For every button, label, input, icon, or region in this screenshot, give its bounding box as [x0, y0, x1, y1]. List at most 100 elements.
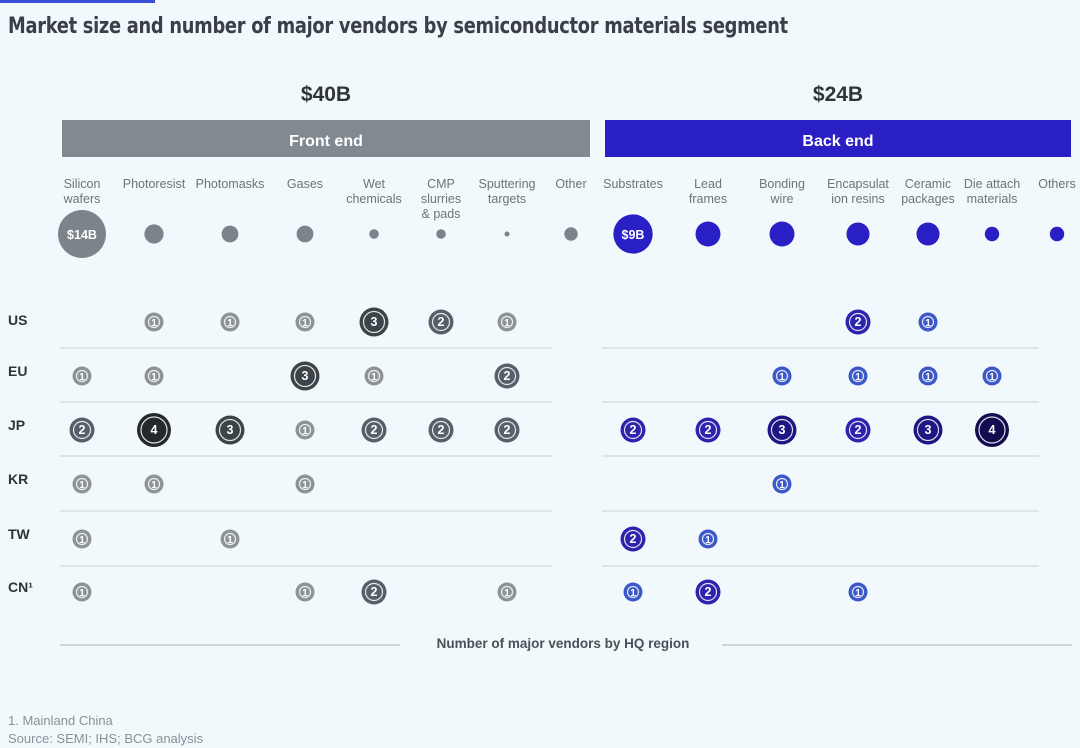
- region-label: CN¹: [8, 579, 33, 595]
- region-label: EU: [8, 363, 27, 379]
- back-vendor-count-label: 1: [855, 372, 861, 383]
- back-header-bar: [605, 120, 1071, 157]
- front-header-label: Front end: [289, 133, 363, 150]
- back-vendor-count-ring: [698, 582, 718, 602]
- back-vendor-count-bubble: [698, 529, 718, 549]
- front-vendor-count-ring: [497, 366, 517, 386]
- front-vendor-count-label: 1: [302, 480, 308, 491]
- back-vendor-count-ring: [916, 418, 940, 442]
- back-vendor-count-ring: [701, 532, 715, 546]
- front-vendor-count-label: 2: [438, 423, 445, 437]
- back-vendor-count-label: 1: [630, 588, 636, 599]
- front-vendor-count-bubble: [364, 366, 384, 386]
- back-vendor-count-label: 3: [779, 423, 786, 437]
- back-vendor-count-ring: [770, 418, 794, 442]
- front-vendor-count-label: 3: [371, 315, 378, 329]
- back-market-size-bubble: [613, 214, 653, 254]
- back-vendor-count-bubble: [918, 366, 938, 386]
- region-label: US: [8, 312, 27, 328]
- front-vendor-count-label: 1: [302, 318, 308, 329]
- back-vendor-count-ring: [921, 315, 935, 329]
- front-vendor-count-ring: [298, 477, 312, 491]
- front-vendor-count-label: 1: [302, 426, 308, 437]
- front-vendor-count-bubble: [295, 420, 315, 440]
- back-vendor-count-label: 2: [630, 532, 637, 546]
- back-segment-label: Encapsulat ion resins: [827, 177, 889, 206]
- back-header-label: Back end: [802, 133, 873, 150]
- front-vendor-count-ring: [75, 532, 89, 546]
- front-vendor-count-label: 2: [504, 423, 511, 437]
- back-vendor-count-label: 1: [925, 318, 931, 329]
- front-vendor-count-bubble: [295, 312, 315, 332]
- front-vendor-count-bubble: [220, 312, 240, 332]
- back-vendor-count-label: 1: [705, 535, 711, 546]
- front-vendor-count-bubble: [72, 366, 92, 386]
- front-market-size-bubble: [436, 229, 446, 239]
- back-market-size-bubble: [695, 221, 721, 247]
- back-vendor-count-label: 2: [705, 423, 712, 437]
- front-segment-label: Other: [555, 177, 586, 191]
- front-vendor-count-ring: [298, 423, 312, 437]
- front-vendor-count-label: 1: [79, 535, 85, 546]
- axis-label: Number of major vendors by HQ region: [437, 636, 690, 651]
- front-segment-label: Sputtering targets: [479, 177, 536, 206]
- front-vendor-count-bubble: [220, 529, 240, 549]
- back-vendor-count-ring: [851, 585, 865, 599]
- front-vendor-count-label: 2: [504, 369, 511, 383]
- back-segment-label: Die attach materials: [964, 177, 1020, 206]
- front-vendor-count-ring: [431, 312, 451, 332]
- front-vendor-count-bubble: [144, 474, 164, 494]
- back-vendor-count-bubble: [848, 366, 868, 386]
- back-vendor-count-bubble: [772, 474, 792, 494]
- back-segment-label: Lead frames: [689, 177, 727, 206]
- back-total-label: $24B: [813, 83, 863, 106]
- front-vendor-count-label: 1: [371, 372, 377, 383]
- front-market-size-bubble: [504, 231, 510, 237]
- front-vendor-count-label: 4: [151, 423, 158, 437]
- front-vendor-count-label: 3: [227, 423, 234, 437]
- front-vendor-count-label: 1: [79, 480, 85, 491]
- back-market-size-bubble: [984, 226, 1000, 242]
- front-segment-label: Photomasks: [196, 177, 265, 191]
- front-vendor-count-bubble: [295, 582, 315, 602]
- front-market-size-bubble: [58, 210, 106, 258]
- front-vendor-count-ring: [500, 315, 514, 329]
- front-vendor-count-ring: [364, 420, 384, 440]
- back-vendor-count-bubble: [772, 366, 792, 386]
- back-vendor-count-label: 1: [925, 372, 931, 383]
- back-vendor-count-label: 1: [855, 588, 861, 599]
- front-vendor-count-bubble: [497, 312, 517, 332]
- back-vendor-count-ring: [623, 529, 643, 549]
- front-vendor-count-ring: [223, 532, 237, 546]
- front-vendor-count-ring: [75, 477, 89, 491]
- front-market-size-bubble: [144, 224, 164, 244]
- back-segment-label: Ceramic packages: [901, 177, 955, 206]
- accent-line: [0, 0, 155, 3]
- region-label: JP: [8, 417, 25, 433]
- region-label: TW: [8, 526, 31, 542]
- front-vendor-count-ring: [364, 582, 384, 602]
- back-vendor-count-bubble: [918, 312, 938, 332]
- front-vendor-count-label: 1: [504, 588, 510, 599]
- front-vendor-count-label: 1: [151, 480, 157, 491]
- front-vendor-count-ring: [147, 369, 161, 383]
- front-vendor-count-label: 1: [302, 588, 308, 599]
- front-vendor-count-label: 1: [227, 535, 233, 546]
- back-vendor-count-ring: [698, 420, 718, 440]
- front-vendor-count-bubble: [72, 474, 92, 494]
- back-vendor-count-ring: [978, 416, 1006, 444]
- front-vendor-count-bubble: [72, 529, 92, 549]
- front-vendor-count-ring: [223, 315, 237, 329]
- back-vendor-count-label: 2: [855, 423, 862, 437]
- back-vendor-count-ring: [623, 420, 643, 440]
- front-vendor-count-label: 1: [79, 372, 85, 383]
- back-market-size-bubble: [846, 222, 870, 246]
- front-vendor-count-ring: [362, 310, 386, 334]
- back-market-size-bubble: [916, 222, 940, 246]
- front-segment-label: Silicon wafers: [63, 177, 101, 206]
- front-vendor-count-bubble: [72, 582, 92, 602]
- back-vendor-count-label: 1: [989, 372, 995, 383]
- region-label: KR: [8, 471, 28, 487]
- footnote: 1. Mainland China: [8, 713, 113, 728]
